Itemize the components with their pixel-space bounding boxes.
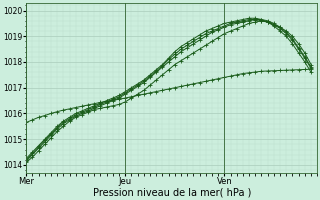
X-axis label: Pression niveau de la mer( hPa ): Pression niveau de la mer( hPa ) [92, 187, 251, 197]
